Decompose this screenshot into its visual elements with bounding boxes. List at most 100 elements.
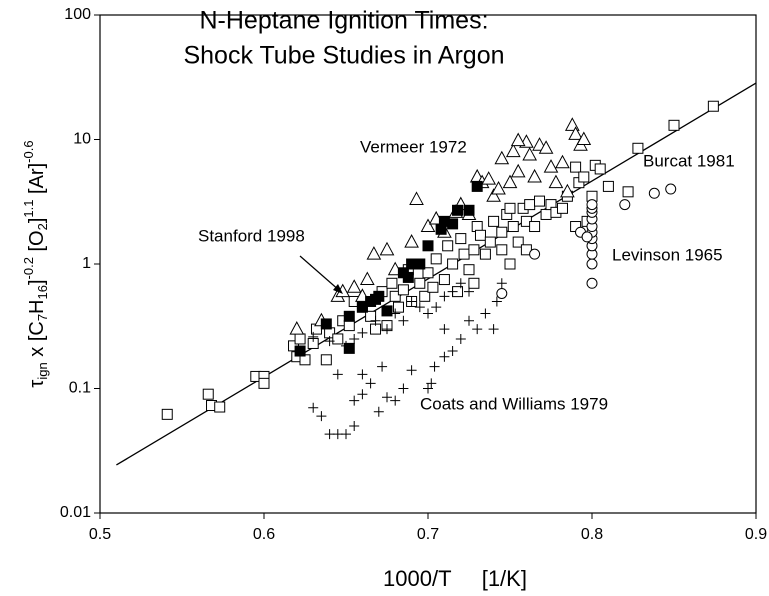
data-point <box>464 286 474 297</box>
y-axis-label-part: ] <box>26 218 48 224</box>
data-point <box>447 346 458 357</box>
data-point <box>496 287 508 299</box>
data-point <box>431 302 442 313</box>
data-point <box>648 187 660 199</box>
series-annotation: Stanford 1998 <box>198 226 305 245</box>
data-point <box>373 406 384 417</box>
data-point <box>430 253 442 265</box>
data-point <box>481 171 497 185</box>
data-point <box>397 284 409 296</box>
data-point <box>548 174 564 189</box>
data-point <box>529 248 541 260</box>
y-tick-label: 1 <box>82 255 91 272</box>
y-axis-label-part: -0.6 <box>21 140 36 162</box>
y-axis-label-part: τ <box>26 380 48 388</box>
data-point <box>370 315 381 326</box>
data-point <box>496 244 508 256</box>
annotation-arrowhead <box>333 284 343 294</box>
data-point <box>343 310 355 322</box>
data-point <box>496 278 507 289</box>
data-point <box>422 240 434 252</box>
data-point <box>570 161 582 173</box>
data-point <box>161 408 173 420</box>
data-point <box>357 327 368 338</box>
data-point <box>202 388 214 400</box>
data-point <box>564 117 580 131</box>
data-point <box>377 361 388 372</box>
data-point <box>471 180 483 192</box>
data-point <box>214 401 226 413</box>
data-point <box>349 395 360 406</box>
data-point <box>346 279 362 293</box>
data-point <box>540 208 552 220</box>
data-point <box>556 202 568 214</box>
data-point <box>381 305 393 317</box>
data-point <box>423 308 433 319</box>
data-point <box>349 333 360 344</box>
y-tick-label: 100 <box>64 6 91 23</box>
y-tick-label: 0.1 <box>69 380 91 397</box>
y-axis-label-part: [O <box>26 230 48 257</box>
data-point <box>707 100 719 112</box>
data-point <box>422 267 434 279</box>
data-point <box>382 324 392 335</box>
data-point <box>486 188 501 202</box>
data-point <box>308 331 319 342</box>
data-point <box>586 199 598 211</box>
data-point <box>370 293 382 305</box>
series-annotation: Burcat 1981 <box>643 151 735 170</box>
data-point <box>529 221 541 233</box>
data-point <box>386 277 398 289</box>
data-point <box>463 204 475 216</box>
data-point <box>474 229 486 241</box>
data-point <box>390 395 401 406</box>
data-point <box>419 290 431 302</box>
data-point <box>332 369 343 380</box>
data-point <box>429 361 440 372</box>
data-point <box>447 258 459 270</box>
fit-line <box>116 82 757 466</box>
y-axis-label-part: x [C <box>26 321 48 362</box>
y-axis-label-part: 2 <box>35 223 50 230</box>
data-point <box>538 140 554 154</box>
data-point <box>455 233 467 245</box>
data-point <box>555 154 570 169</box>
data-point <box>560 183 575 198</box>
data-point <box>324 336 335 347</box>
data-point <box>578 171 590 183</box>
data-point <box>420 218 436 233</box>
data-point <box>586 258 598 270</box>
y-axis-label-part: 1.1 <box>21 200 36 218</box>
data-point <box>409 191 424 205</box>
annotation-arrow <box>299 255 341 292</box>
data-point <box>472 324 483 335</box>
data-point <box>568 126 583 140</box>
data-point <box>316 411 327 422</box>
data-point <box>468 277 480 289</box>
data-point <box>527 168 542 183</box>
y-tick-label: 10 <box>73 131 91 148</box>
data-point <box>668 119 680 131</box>
x-axis-label: 1000/T [1/K] <box>383 566 527 591</box>
data-point <box>308 402 319 413</box>
data-point <box>491 180 506 195</box>
data-point <box>426 378 437 389</box>
y-axis-label-part: 16 <box>35 285 50 299</box>
data-point <box>494 150 510 165</box>
data-point <box>343 342 355 354</box>
series-annotation: Vermeer 1972 <box>360 137 467 156</box>
data-point <box>512 236 524 248</box>
data-point <box>439 291 450 302</box>
data-point <box>366 246 382 260</box>
data-point <box>576 131 592 145</box>
data-point <box>581 231 593 243</box>
data-point <box>447 218 459 230</box>
data-point <box>510 132 526 147</box>
data-point <box>294 333 306 345</box>
data-point <box>398 383 409 394</box>
chart-title: N-Heptane Ignition Times: <box>199 7 488 35</box>
data-point <box>414 258 426 270</box>
data-point <box>341 340 351 351</box>
y-axis-label-part: H <box>26 299 48 313</box>
data-point <box>402 271 414 283</box>
